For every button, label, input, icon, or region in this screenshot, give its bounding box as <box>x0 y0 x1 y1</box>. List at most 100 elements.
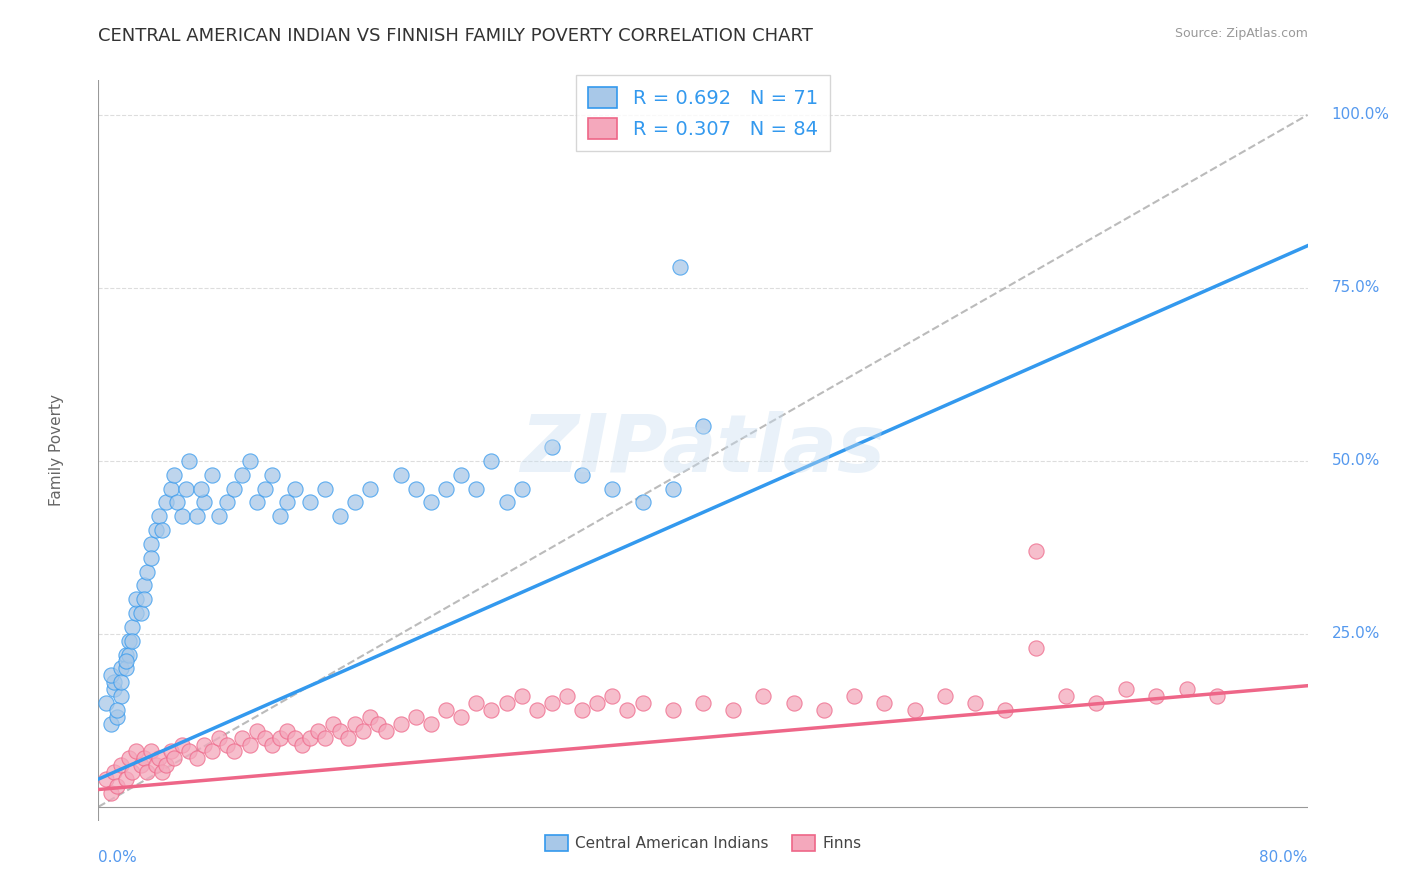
Point <box>100 716 122 731</box>
Point <box>344 716 367 731</box>
Point <box>129 606 152 620</box>
Point <box>179 454 201 468</box>
Point <box>692 696 714 710</box>
Point <box>155 495 177 509</box>
Point <box>132 578 155 592</box>
Point <box>114 772 136 786</box>
Text: 75.0%: 75.0% <box>1331 280 1381 295</box>
Point <box>100 786 122 800</box>
Point <box>110 758 132 772</box>
Legend: Central American Indians, Finns: Central American Indians, Finns <box>538 829 868 857</box>
Point <box>434 482 457 496</box>
Point <box>190 482 212 496</box>
Text: 0.0%: 0.0% <box>98 850 138 865</box>
Point <box>155 758 177 772</box>
Point <box>118 648 141 662</box>
Point <box>284 482 307 496</box>
Point <box>329 723 352 738</box>
Point <box>163 751 186 765</box>
Point <box>132 592 155 607</box>
Point <box>314 482 336 496</box>
Point <box>179 744 201 758</box>
Text: CENTRAL AMERICAN INDIAN VS FINNISH FAMILY POVERTY CORRELATION CHART: CENTRAL AMERICAN INDIAN VS FINNISH FAMIL… <box>98 27 813 45</box>
Point <box>586 696 609 710</box>
Point <box>994 703 1017 717</box>
Text: 25.0%: 25.0% <box>1331 626 1381 641</box>
Point <box>291 738 314 752</box>
Point <box>526 703 548 717</box>
Point <box>352 723 374 738</box>
Point <box>314 731 336 745</box>
Point <box>1024 640 1046 655</box>
Point <box>405 482 427 496</box>
Point <box>253 482 276 496</box>
Point <box>284 731 307 745</box>
Point <box>160 744 183 758</box>
Point <box>166 495 188 509</box>
Point <box>186 751 208 765</box>
Point <box>208 731 231 745</box>
Point <box>114 661 136 675</box>
Text: Source: ZipAtlas.com: Source: ZipAtlas.com <box>1174 27 1308 40</box>
Point <box>1115 682 1137 697</box>
Point <box>276 495 298 509</box>
Point <box>141 744 163 758</box>
Point <box>129 758 152 772</box>
Point <box>105 703 128 717</box>
Point <box>135 565 157 579</box>
Point <box>215 495 238 509</box>
Point <box>253 731 276 745</box>
Point <box>510 689 533 703</box>
Point <box>170 738 193 752</box>
Point <box>631 495 654 509</box>
Point <box>465 696 488 710</box>
Point <box>1175 682 1198 697</box>
Point <box>540 696 562 710</box>
Point <box>934 689 956 703</box>
Point <box>231 731 253 745</box>
Point <box>602 482 624 496</box>
Point <box>246 495 269 509</box>
Point <box>121 620 143 634</box>
Point <box>224 482 246 496</box>
Point <box>121 633 143 648</box>
Text: 50.0%: 50.0% <box>1331 453 1381 468</box>
Point <box>367 716 389 731</box>
Point <box>571 703 593 717</box>
Text: 80.0%: 80.0% <box>1260 850 1308 865</box>
Point <box>103 682 125 697</box>
Point <box>125 606 148 620</box>
Point <box>141 537 163 551</box>
Point <box>540 440 562 454</box>
Point <box>94 696 117 710</box>
Point <box>118 751 141 765</box>
Point <box>208 509 231 524</box>
Point <box>844 689 866 703</box>
Point <box>110 675 132 690</box>
Point <box>163 467 186 482</box>
Point <box>246 723 269 738</box>
Point <box>344 495 367 509</box>
Point <box>231 467 253 482</box>
Point <box>150 765 173 780</box>
Point <box>186 509 208 524</box>
Point <box>661 482 683 496</box>
Point <box>813 703 835 717</box>
Point <box>262 738 284 752</box>
Point <box>692 419 714 434</box>
Point <box>114 648 136 662</box>
Point <box>465 482 488 496</box>
Point <box>215 738 238 752</box>
Point <box>269 509 291 524</box>
Point <box>239 738 262 752</box>
Point <box>360 482 382 496</box>
Point <box>510 482 533 496</box>
Point <box>481 703 503 717</box>
Point <box>1144 689 1167 703</box>
Point <box>661 703 683 717</box>
Point <box>616 703 638 717</box>
Point <box>669 260 692 274</box>
Point <box>299 731 322 745</box>
Point <box>105 710 128 724</box>
Point <box>405 710 427 724</box>
